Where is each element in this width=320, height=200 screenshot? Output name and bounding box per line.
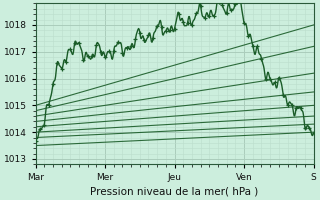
X-axis label: Pression niveau de la mer( hPa ): Pression niveau de la mer( hPa ) [91, 187, 259, 197]
